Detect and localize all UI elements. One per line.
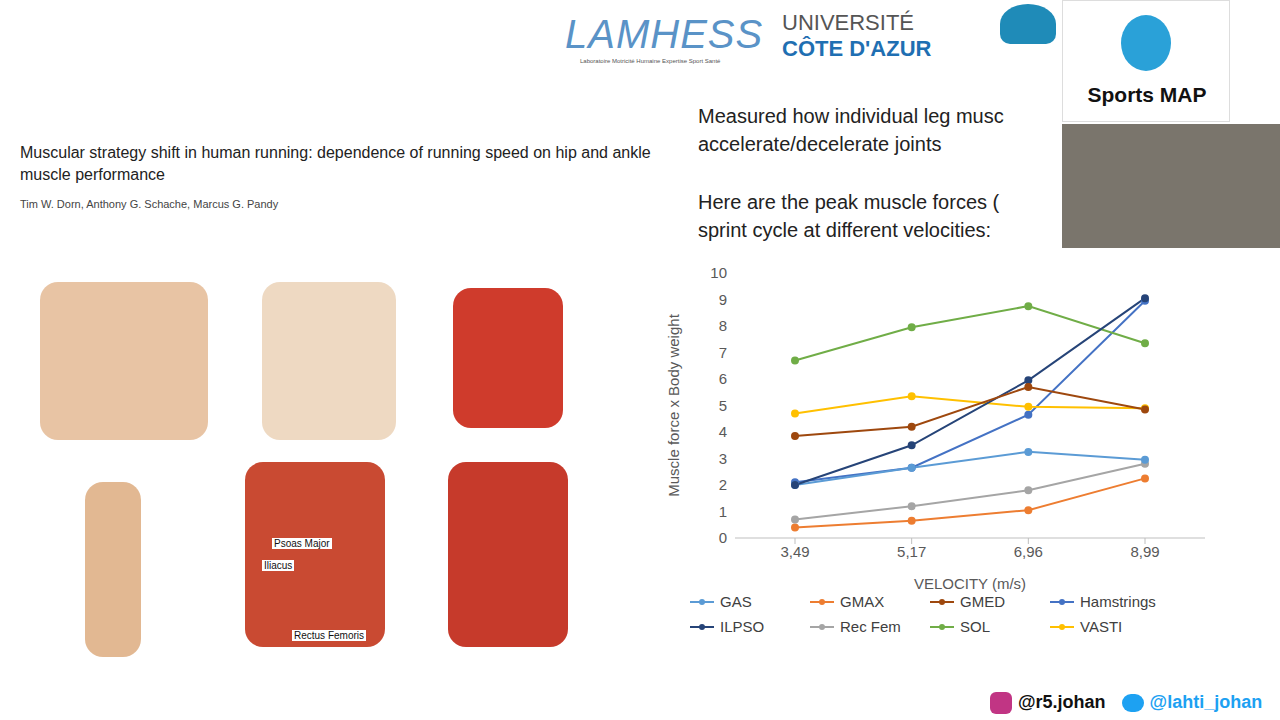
html-text:accelerate/decelerate joints: accelerate/decelerate joints	[698, 133, 942, 155]
svg-text:5: 5	[719, 397, 727, 414]
html-text:Laboratoire Motricité Humaine: Laboratoire Motricité Humaine Expertise …	[580, 58, 721, 64]
html-text:GAS: GAS	[720, 593, 752, 610]
svg-text:Muscle force x Body weight: Muscle force x Body weight	[665, 313, 682, 496]
html-text:Rec Fem: Rec Fem	[840, 618, 901, 635]
html-text:Iliacus: Iliacus	[264, 560, 293, 571]
html-text:@r5.johan: @r5.johan	[1018, 692, 1106, 712]
svg-text:3: 3	[719, 450, 727, 467]
html-text:@lahti_johan: @lahti_johan	[1149, 692, 1263, 712]
html-text:SOL: SOL	[960, 618, 990, 635]
html-text:Psoas Major: Psoas Major	[274, 538, 330, 549]
html-text:Tim W. Dorn, Anthony G. Schach: Tim W. Dorn, Anthony G. Schache, Marcus …	[20, 198, 279, 210]
html-text:Here are the peak muscle force: Here are the peak muscle forces (	[698, 191, 1000, 213]
svg-text:4: 4	[719, 423, 727, 440]
svg-text:6: 6	[719, 370, 727, 387]
html-text:UNIVERSITÉ: UNIVERSITÉ	[782, 10, 914, 35]
html-text:CÔTE D'AZUR: CÔTE D'AZUR	[782, 36, 932, 61]
svg-text:8: 8	[719, 317, 727, 334]
html-text:Measured how individual leg mu: Measured how individual leg musc	[698, 105, 1004, 127]
svg-text:1: 1	[719, 503, 727, 520]
svg-text:5,17: 5,17	[897, 543, 926, 560]
svg-text:7: 7	[719, 344, 727, 361]
svg-text:VELOCITY (m/s): VELOCITY (m/s)	[914, 575, 1026, 592]
html-text:GMED: GMED	[960, 593, 1005, 610]
html-text:sprint cycle at different velo: sprint cycle at different velocities:	[698, 219, 992, 241]
svg-text:0: 0	[719, 529, 727, 546]
html-text:LAMHESS: LAMHESS	[565, 12, 764, 56]
svg-text:8,99: 8,99	[1130, 543, 1159, 560]
svg-text:2: 2	[719, 476, 727, 493]
svg-text:9: 9	[719, 291, 727, 308]
svg-text:3,49: 3,49	[780, 543, 809, 560]
html-text:GMAX: GMAX	[840, 593, 885, 610]
svg-text:10: 10	[710, 264, 727, 281]
html-text:ILPSO: ILPSO	[720, 618, 765, 635]
html-text:Muscular strategy shift in hum: Muscular strategy shift in human running…	[20, 144, 651, 183]
html-text:VASTI: VASTI	[1080, 618, 1123, 635]
html-text:Sports MAP: Sports MAP	[1087, 83, 1207, 106]
html-text:Rectus Femoris: Rectus Femoris	[294, 630, 364, 641]
svg-text:6,96: 6,96	[1014, 543, 1043, 560]
html-text:Hamstrings: Hamstrings	[1080, 593, 1156, 610]
